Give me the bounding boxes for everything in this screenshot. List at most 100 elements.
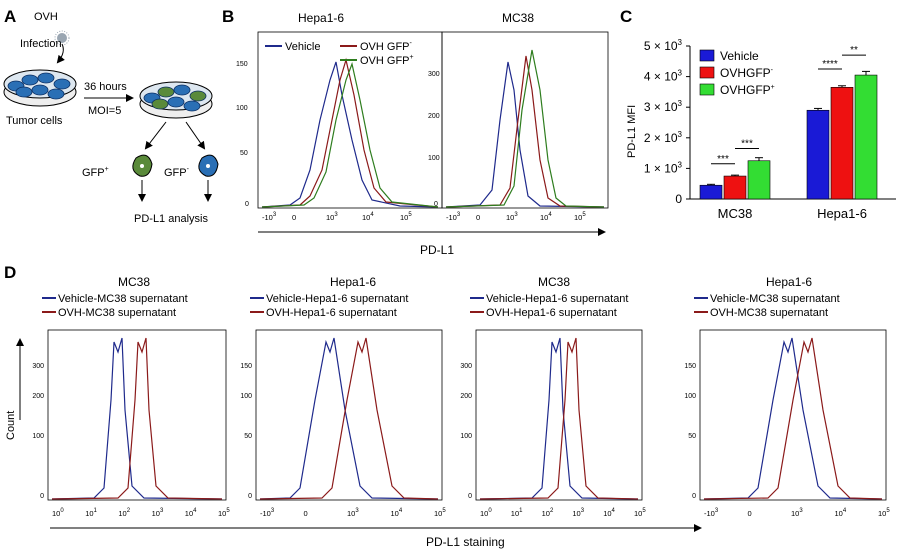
- gfp-pos-curve: [445, 49, 605, 208]
- gfp-neg-cell-icon: [198, 154, 219, 177]
- d-x-tick-label: 105: [634, 508, 646, 518]
- d-legend-label: Vehicle-MC38 supernatant: [710, 293, 840, 305]
- x-tick-label: 0: [476, 213, 480, 222]
- legend-gfp-neg: OVHGFP-: [720, 66, 774, 80]
- d-legend-label: Vehicle-Hepa1-6 supernatant: [486, 293, 628, 305]
- ytick: 100: [428, 155, 440, 162]
- panel-d: D Count PD-L1 staining MC38 Vehicle-MC38 …: [4, 263, 890, 549]
- d-x-tick-label: 102: [118, 508, 130, 518]
- d-title: Hepa1-6: [330, 275, 376, 289]
- d-y-tick-label: 0: [248, 493, 252, 500]
- d-x-tick-label: 100: [480, 508, 492, 518]
- analysis-label: PD-L1 analysis: [134, 213, 208, 225]
- d-legend-label: Vehicle-Hepa1-6 supernatant: [266, 293, 408, 305]
- d-x-tick-label: 104: [603, 508, 615, 518]
- d-legend-label: OVH-Hepa1-6 supernatant: [266, 307, 397, 319]
- significance-label: ***: [717, 154, 729, 165]
- d-title: MC38: [118, 275, 150, 289]
- vehicle-curve: [445, 61, 605, 208]
- c-y-tick-label: 5 × 103: [644, 38, 683, 53]
- panel-c-label: C: [620, 7, 632, 26]
- category-label: Hepa1-6: [817, 206, 867, 221]
- category-label: MC38: [718, 206, 753, 221]
- virus-label: OVH: [34, 11, 58, 23]
- d-histogram-curve: [479, 337, 639, 500]
- bar-chart: 0 1 × 103 2 × 103 3 × 103 4 × 103 5 × 103 MC38…: [644, 38, 896, 221]
- d-y-tick-label: 0: [40, 493, 44, 500]
- x-tick-label: 103: [506, 212, 518, 222]
- ytick: 150: [236, 61, 248, 68]
- d-y-tick-label: 150: [684, 363, 696, 370]
- d-y-tick-label: 100: [684, 393, 696, 400]
- dish-left: [3, 69, 77, 107]
- d-histogram-curve: [259, 337, 439, 500]
- d-x-tick-label: 102: [542, 508, 554, 518]
- legend-vehicle: Vehicle: [720, 49, 759, 63]
- panel-b-label: B: [222, 7, 234, 26]
- infection-label: Infection: [20, 38, 62, 50]
- d-histogram-curve: [703, 337, 883, 500]
- legend-c: Vehicle OVHGFP- OVHGFP+: [699, 49, 775, 97]
- ytick: 100: [236, 105, 248, 112]
- bar: [854, 74, 878, 200]
- d-x-tick-label: 0: [304, 509, 308, 518]
- d-x-tick-label: 101: [511, 508, 523, 518]
- c-y-tick-label: 4 × 103: [644, 69, 683, 84]
- bar: [747, 160, 771, 200]
- panel-d-label: D: [4, 263, 16, 282]
- significance-label: ***: [741, 139, 753, 150]
- gfp-pos-cell-icon: [132, 154, 153, 177]
- d-y-tick-label: 200: [32, 393, 44, 400]
- c-y-tick-label: 3 × 103: [644, 99, 683, 114]
- d-y-tick-label: 200: [460, 393, 472, 400]
- d-y-tick-label: 300: [460, 363, 472, 370]
- gfp-neg-curve: [261, 57, 439, 208]
- significance-label: **: [850, 45, 858, 56]
- x-tick-label: 103: [326, 212, 338, 222]
- d-x-tick-label: 105: [878, 508, 890, 518]
- gfp-neg-curve: [445, 55, 605, 208]
- x-tick-label: 105: [574, 212, 586, 222]
- d-x-tick-label: 105: [434, 508, 446, 518]
- d-y-tick-label: 300: [32, 363, 44, 370]
- d-x-tick-label: 104: [835, 508, 847, 518]
- d-histogram-frame: [475, 329, 643, 501]
- gfp-neg-label: GFP-: [164, 166, 190, 179]
- count-axis-label: Count: [5, 411, 17, 440]
- d-title: Hepa1-6: [766, 275, 812, 289]
- panel-a-label: A: [4, 7, 16, 26]
- d-y-tick-label: 0: [692, 493, 696, 500]
- d-x-tick-label: 101: [85, 508, 97, 518]
- x-tick-label: -103: [446, 212, 461, 222]
- duration-label: 36 hours: [84, 81, 127, 93]
- pd-l1-staining-label: PD-L1 staining: [426, 535, 505, 549]
- c-y-tick-label: 2 × 103: [644, 130, 683, 145]
- d-x-tick-label: 105: [218, 508, 230, 518]
- x-tick-label: 104: [362, 212, 374, 222]
- panel-c: C PD-L1 MFI 0 1 × 103 2 × 103 3 × 103 4 × 10…: [620, 7, 896, 221]
- bar: [830, 87, 854, 200]
- d-x-tick-label: -103: [704, 508, 719, 518]
- d-y-tick-label: 100: [460, 433, 472, 440]
- infection-arrow: [56, 43, 65, 64]
- x-tick-label: -103: [262, 212, 277, 222]
- panel-b: B Hepa1-6 MC38 150 100 50 0 Vehicle OVH …: [222, 7, 609, 257]
- d-legend-label: OVH-Hepa1-6 supernatant: [486, 307, 617, 319]
- d-x-tick-label: 0: [748, 509, 752, 518]
- d-y-tick-label: 100: [32, 433, 44, 440]
- x-tick-label: 0: [292, 213, 296, 222]
- gfp-pos-curve: [261, 61, 439, 208]
- d-title: MC38: [538, 275, 570, 289]
- bar: [806, 109, 830, 200]
- vehicle-curve: [261, 61, 439, 208]
- ytick: 200: [428, 113, 440, 120]
- x-axis-ticks: -103 0 103 104 105 -103 0 103 104 105: [262, 212, 586, 222]
- ytick: 50: [240, 150, 248, 157]
- histogram-mc38: 300 200 100 0: [428, 31, 609, 209]
- d-x-tick-label: 104: [185, 508, 197, 518]
- d-histogram-curve: [51, 337, 223, 500]
- split-arrow-right: [185, 121, 206, 150]
- c-y-tick-label: 0: [675, 192, 682, 206]
- bar: [723, 175, 747, 200]
- d-histogram-frame: [47, 329, 227, 501]
